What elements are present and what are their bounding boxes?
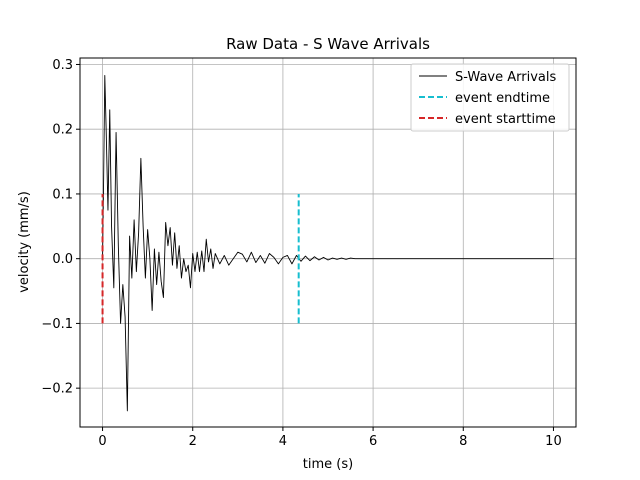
y-axis-label: velocity (mm/s) — [17, 191, 32, 293]
plot-frame — [79, 57, 577, 428]
x-tick-label: 0 — [98, 434, 106, 449]
chart-title: Raw Data - S Wave Arrivals — [226, 35, 430, 53]
legend-label-endtime: event endtime — [455, 91, 550, 106]
ticks: 0 2 4 6 8 10 −0.2 −0.1 0.0 0.1 0.2 0.3 — [41, 58, 561, 449]
legend-label-starttime: event starttime — [455, 112, 556, 127]
y-tick-label: 0.3 — [52, 58, 73, 73]
x-tick-label: 10 — [545, 434, 562, 449]
y-tick-label: −0.1 — [41, 317, 73, 332]
x-axis-label: time (s) — [303, 457, 353, 472]
legend: S-Wave Arrivals event endtime event star… — [410, 63, 570, 132]
series-line-s-wave-arrivals — [102, 75, 554, 412]
y-tick-label: 0.0 — [52, 252, 73, 267]
y-tick-label: 0.1 — [52, 187, 73, 202]
x-tick-label: 8 — [459, 434, 467, 449]
y-tick-label: 0.2 — [52, 123, 73, 138]
x-tick-label: 2 — [189, 434, 197, 449]
series-layer — [101, 75, 554, 412]
x-tick-label: 4 — [279, 434, 287, 449]
legend-box — [410, 63, 570, 132]
y-tick-label: −0.2 — [41, 382, 73, 397]
legend-label-s-wave: S-Wave Arrivals — [455, 70, 556, 85]
x-tick-label: 6 — [369, 434, 377, 449]
